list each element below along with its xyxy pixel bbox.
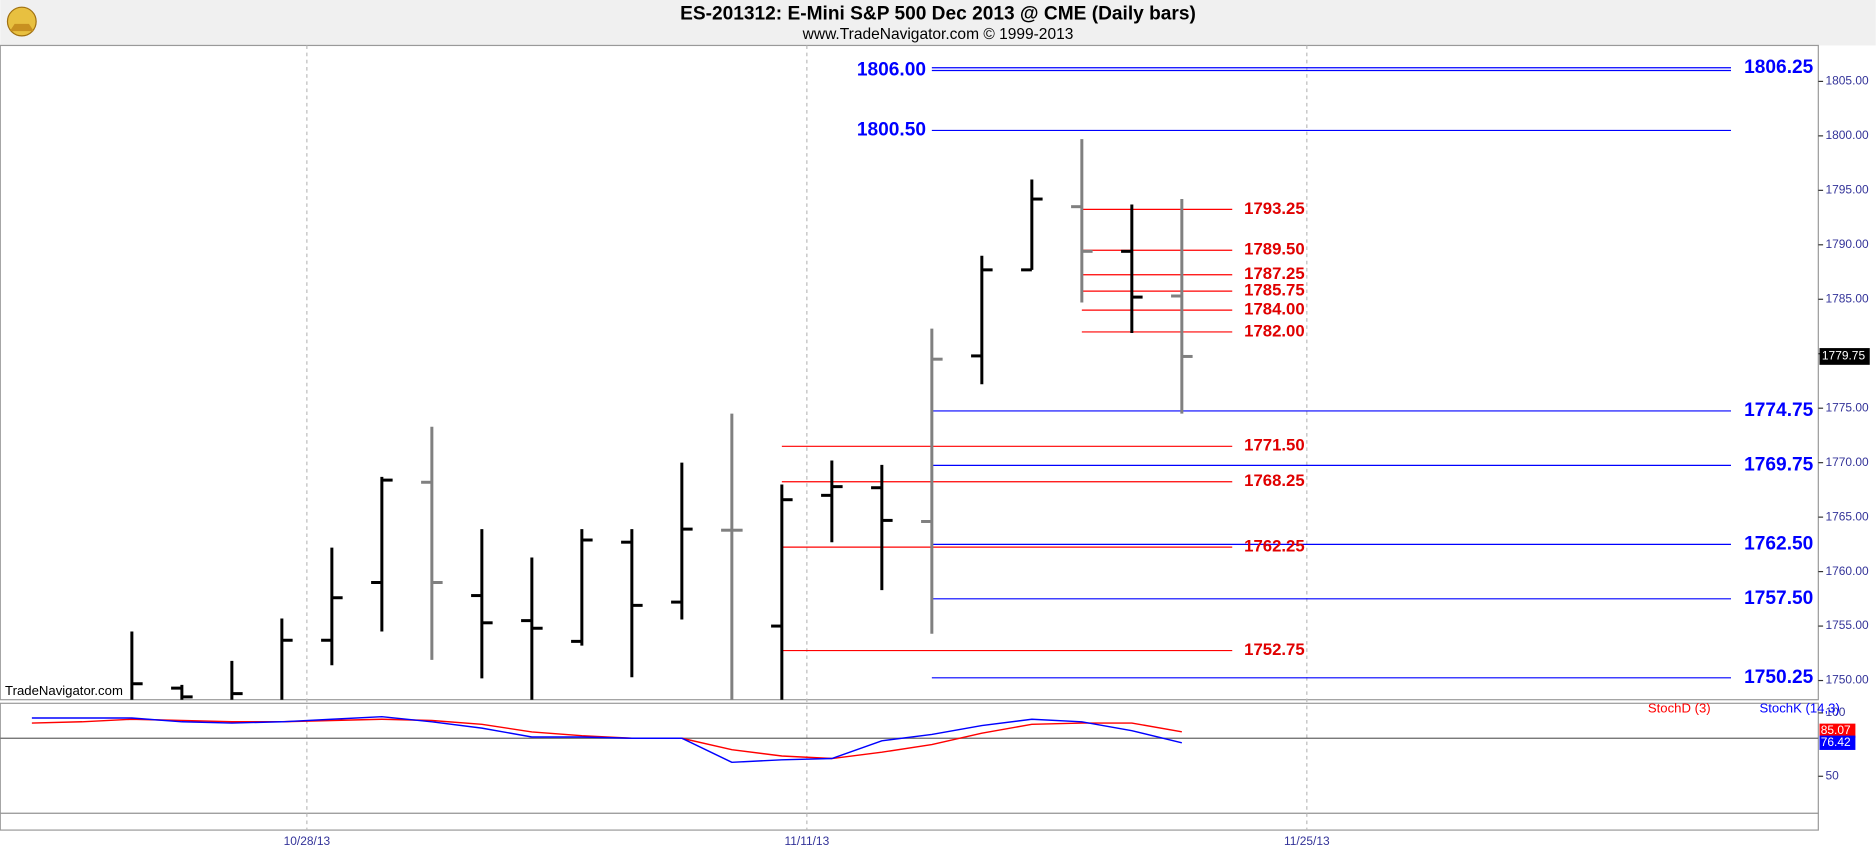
- last-price-box: [1819, 348, 1870, 365]
- ohlc-bar: [521, 557, 543, 700]
- last-value-label: 76.42: [1821, 735, 1851, 749]
- ohlc-bar: [321, 547, 343, 666]
- x-tick-label: 11/25/13: [1284, 834, 1330, 848]
- blue-level-label: 1762.50: [1744, 533, 1813, 554]
- ohlc-bar: [871, 464, 893, 591]
- ohlc-bar: [280, 618, 293, 700]
- y-tick-label: 1775.00: [1825, 400, 1869, 414]
- legend-entry: StochK (14,3): [1759, 701, 1839, 716]
- y-tick-label: 1800.00: [1825, 128, 1869, 142]
- x-tick-label: 11/11/13: [784, 834, 829, 848]
- ohlc-bar: [171, 684, 193, 700]
- blue-level-label: 1750.25: [1744, 667, 1813, 688]
- ohlc-bar: [130, 631, 143, 700]
- last-value-box: [1819, 735, 1856, 750]
- y-tick-label: 100: [1825, 705, 1845, 719]
- red-level-label: 1768.25: [1244, 471, 1305, 490]
- last-price-label: 1779.75: [1822, 349, 1866, 363]
- chart-title: ES-201312: E-Mini S&P 500 Dec 2013 @ CME…: [680, 3, 1196, 24]
- header-bg: [0, 0, 1876, 46]
- ohlc-bar: [1171, 199, 1193, 414]
- red-level-label: 1782.00: [1244, 321, 1305, 340]
- ohlc-bar: [821, 460, 843, 543]
- y-tick-label: 1790.00: [1825, 237, 1869, 251]
- stoch-panel: [0, 702, 1819, 814]
- ohlc-bar: [971, 255, 993, 385]
- y-tick-label: 1795.00: [1825, 182, 1869, 196]
- ohlc-bar: [371, 476, 393, 632]
- ohlc-bar: [771, 484, 793, 700]
- ohlc-bar: [471, 529, 493, 679]
- ohlc-bar: [1071, 139, 1093, 303]
- ohlc-bar: [1121, 204, 1143, 334]
- red-level-label: 1784.00: [1244, 300, 1305, 319]
- ohlc-bar: [671, 462, 693, 620]
- y-tick-label: 1755.00: [1825, 618, 1869, 632]
- stoch-line: [31, 715, 1183, 764]
- blue-level-label: 1769.75: [1744, 454, 1813, 475]
- legend-entry: StochD (3): [1648, 701, 1711, 716]
- ohlc-bar: [721, 413, 743, 700]
- ohlc-bar: [921, 328, 943, 634]
- y-tick-label: 1765.00: [1825, 509, 1869, 523]
- y-tick-label: 1805.00: [1825, 74, 1869, 88]
- ohlc-bar: [421, 426, 443, 660]
- watermark: TradeNavigator.com: [5, 683, 123, 698]
- last-value-box: [1819, 723, 1856, 738]
- blue-level-label: 1757.50: [1744, 588, 1813, 609]
- red-level-label: 1793.25: [1244, 199, 1305, 218]
- y-tick-label: 1785.00: [1825, 291, 1869, 305]
- y-tick-label: 1760.00: [1825, 564, 1869, 578]
- blue-level-label: 1800.50: [857, 119, 926, 140]
- bottom-strip: [0, 812, 1819, 831]
- x-tick-label: 10/28/13: [284, 834, 331, 848]
- last-value-label: 85.07: [1821, 723, 1851, 737]
- y-tick-label: 1770.00: [1825, 455, 1869, 469]
- ohlc-bar: [621, 529, 643, 678]
- chart-subtitle: www.TradeNavigator.com © 1999-2013: [802, 26, 1074, 43]
- red-level-label: 1752.75: [1244, 640, 1305, 659]
- blue-level-label: 1806.25: [1744, 57, 1813, 78]
- red-level-label: 1771.50: [1244, 436, 1305, 455]
- red-level-label: 1785.75: [1244, 281, 1305, 300]
- ohlc-bar: [230, 660, 243, 700]
- logo: [6, 6, 37, 37]
- ohlc-bar: [1021, 179, 1043, 272]
- y-tick-label: 50: [1825, 768, 1839, 782]
- y-tick-label: 1750.00: [1825, 673, 1869, 687]
- price-plot: [130, 67, 1731, 700]
- price-panel: [0, 44, 1819, 701]
- blue-level-label: 1774.75: [1744, 400, 1813, 421]
- ohlc-bar: [571, 529, 593, 646]
- blue-level-label: 1806.00: [857, 60, 926, 81]
- red-level-label: 1787.25: [1244, 264, 1305, 283]
- red-level-label: 1789.50: [1244, 240, 1305, 259]
- red-level-label: 1762.25: [1244, 537, 1305, 556]
